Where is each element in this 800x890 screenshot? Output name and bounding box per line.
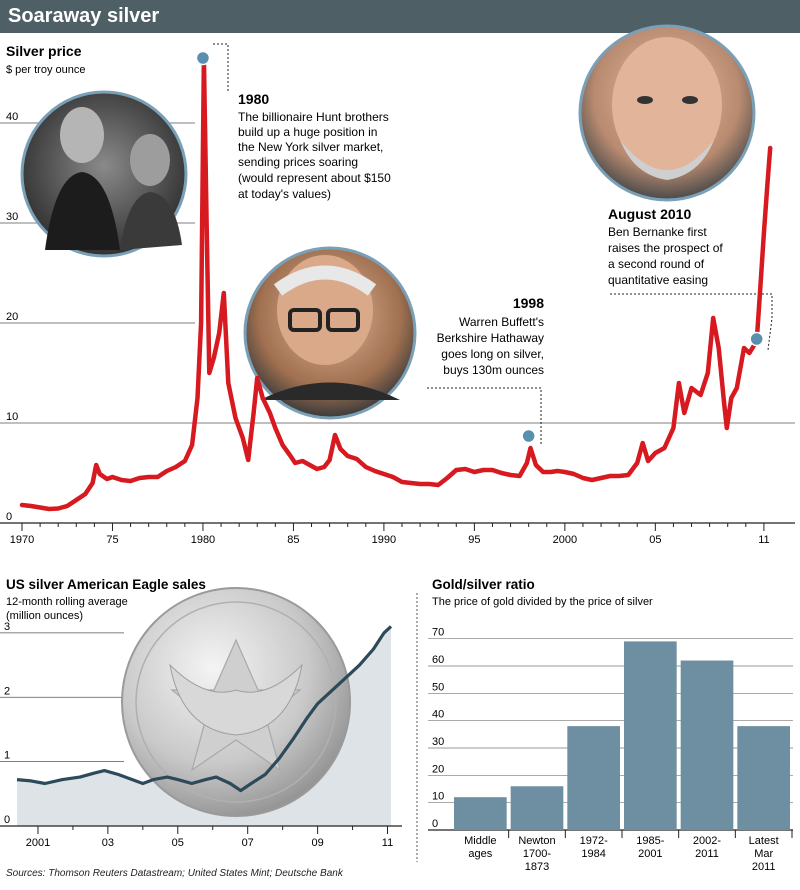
x-tick-label: 05 xyxy=(172,837,184,849)
x-tick-label: 03 xyxy=(102,837,114,849)
annotation-heading: 1998 xyxy=(513,295,544,311)
ratio-chart-title: Gold/silver ratio xyxy=(432,577,535,592)
silver-price-chart: Silver price $ per troy ounce 0 10 20 30 40 xyxy=(0,24,795,546)
category-label: 1873 xyxy=(525,861,549,873)
category-label: 2001 xyxy=(638,848,662,860)
annotation-2010: August 2010 Ben Bernanke first raises th… xyxy=(608,206,723,287)
y-tick-label: 40 xyxy=(432,709,444,721)
y-tick-label: 20 xyxy=(6,311,18,323)
annotation-line: at today's values) xyxy=(238,187,331,201)
y-tick-label: 0 xyxy=(6,511,12,523)
eagle-chart-subtitle: 12-month rolling average xyxy=(6,596,128,608)
x-tick-label: 11 xyxy=(758,534,769,546)
y-tick-label: 60 xyxy=(432,654,444,666)
ratio-bar xyxy=(567,726,620,830)
category-label: 2002- xyxy=(693,835,721,847)
x-tick-label: 1980 xyxy=(191,534,215,546)
event-marker xyxy=(195,50,211,66)
x-tick-label: 2000 xyxy=(553,534,577,546)
annotation-line: quantitative easing xyxy=(608,273,708,287)
warren-buffett-photo xyxy=(243,246,417,420)
ratio-chart-subtitle: The price of gold divided by the price o… xyxy=(432,596,653,608)
x-tick-label: 95 xyxy=(468,534,480,546)
annotation-line: Warren Buffett's xyxy=(459,315,544,329)
ben-bernanke-photo xyxy=(578,24,756,202)
category-label: Middle xyxy=(464,835,496,847)
annotation-line: a second round of xyxy=(608,257,705,271)
x-tick-label: 85 xyxy=(287,534,299,546)
event-marker xyxy=(521,428,536,444)
x-tick-label: 09 xyxy=(311,837,323,849)
ratio-bar xyxy=(680,660,734,830)
hunt-brothers-photo xyxy=(20,90,188,258)
ratio-bar xyxy=(624,641,677,830)
x-tick-label: 1990 xyxy=(372,534,396,546)
ratio-bar xyxy=(454,797,507,830)
category-label: Latest xyxy=(749,835,779,847)
annotation-line: the New York silver market, xyxy=(238,140,383,154)
y-tick-label: 1 xyxy=(4,750,10,762)
ratio-bar xyxy=(737,726,790,830)
x-tick-label: 05 xyxy=(649,534,661,546)
eagle-chart-title: US silver American Eagle sales xyxy=(6,577,206,592)
y-tick-label: 40 xyxy=(6,111,18,123)
annotation-heading: 1980 xyxy=(238,91,269,107)
annotation-line: Berkshire Hathaway xyxy=(437,331,544,345)
eagle-sales-chart: US silver American Eagle sales 12-month … xyxy=(0,577,402,849)
annotation-line: goes long on silver, xyxy=(441,347,544,361)
silver-eagle-coin xyxy=(121,587,351,817)
y-tick-label: 0 xyxy=(432,818,438,830)
category-label: Mar xyxy=(754,848,773,860)
category-label: 2011 xyxy=(695,848,719,860)
y-tick-label: 70 xyxy=(432,627,444,639)
event-marker xyxy=(749,331,764,347)
category-label: 1984 xyxy=(581,848,605,860)
eagle-chart-subtitle-cont: (million ounces) xyxy=(6,610,83,622)
x-tick-label: 07 xyxy=(242,837,254,849)
category-label: 1972- xyxy=(580,835,608,847)
y-tick-label: 30 xyxy=(432,736,444,748)
gold-silver-ratio-chart: Gold/silver ratio The price of gold divi… xyxy=(428,577,793,873)
x-tick-label: 1970 xyxy=(10,534,34,546)
category-label: 1985- xyxy=(636,835,664,847)
category-label: 1700- xyxy=(523,848,551,860)
x-tick-label: 2001 xyxy=(26,837,50,849)
category-label: Newton xyxy=(518,835,555,847)
annotation-line: (would represent about $150 xyxy=(238,171,391,185)
y-tick-label: 3 xyxy=(4,621,10,633)
eagle-sales-line xyxy=(16,625,393,793)
annotation-heading: August 2010 xyxy=(608,206,691,222)
x-tick-label: 11 xyxy=(382,837,393,849)
silver-chart-title: Silver price xyxy=(6,43,82,59)
title-banner: Soaraway silver xyxy=(0,0,800,33)
annotation-line: The billionaire Hunt brothers xyxy=(238,110,389,124)
silver-price-line xyxy=(19,55,773,512)
annotation-line: Ben Bernanke first xyxy=(608,225,707,239)
annotation-line: build up a huge position in xyxy=(238,125,377,139)
y-tick-label: 2 xyxy=(4,685,10,697)
y-tick-label: 10 xyxy=(432,791,444,803)
y-tick-label: 30 xyxy=(6,211,18,223)
sources-note: Sources: Thomson Reuters Datastream; Uni… xyxy=(6,868,343,879)
annotation-1980: 1980 The billionaire Hunt brothers build… xyxy=(238,91,391,201)
annotation-line: sending prices soaring xyxy=(238,155,358,169)
annotation-1998: 1998 Warren Buffett's Berkshire Hathaway… xyxy=(437,295,545,377)
y-tick-label: 10 xyxy=(6,411,18,423)
annotation-line: buys 130m ounces xyxy=(443,363,544,377)
y-tick-label: 0 xyxy=(4,814,10,826)
y-tick-label: 50 xyxy=(432,681,444,693)
category-label: ages xyxy=(468,848,492,860)
ratio-bar xyxy=(510,786,564,830)
silver-chart-subtitle: $ per troy ounce xyxy=(6,64,86,76)
y-tick-label: 20 xyxy=(432,763,444,775)
x-tick-label: 75 xyxy=(106,534,118,546)
category-label: 2011 xyxy=(752,861,776,873)
annotation-line: raises the prospect of xyxy=(608,241,723,255)
page-title: Soaraway silver xyxy=(8,5,160,27)
